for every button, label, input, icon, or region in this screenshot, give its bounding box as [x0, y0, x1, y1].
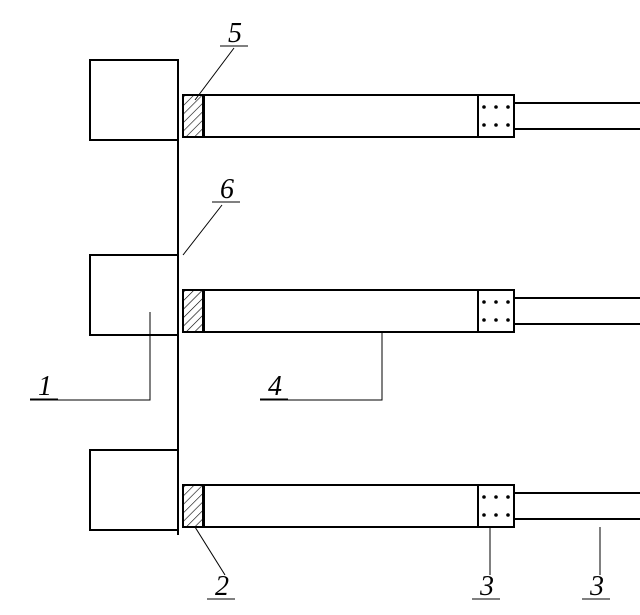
bolt-dot [494, 123, 498, 127]
hatched-joint [183, 95, 203, 137]
bolt-dot [494, 300, 498, 304]
leader-line [195, 527, 225, 575]
beam [204, 95, 514, 137]
callout-label: 6 [220, 174, 234, 205]
callout-label: 3 [479, 571, 494, 602]
bolt-dot [482, 300, 486, 304]
bolt-dot [506, 123, 510, 127]
bolt-dot [482, 123, 486, 127]
bolt-dot [494, 105, 498, 109]
bolt-dot [482, 495, 486, 499]
bolt-dot [494, 513, 498, 517]
hatched-joint [183, 290, 203, 332]
bolt-dot [506, 513, 510, 517]
bolt-dot [506, 105, 510, 109]
beam [204, 485, 514, 527]
callout-label: 3 [589, 571, 604, 602]
column-block [90, 255, 178, 335]
column-block [90, 60, 178, 140]
column-block [90, 450, 178, 530]
callout-label: 1 [38, 371, 52, 402]
bolt-dot [494, 495, 498, 499]
bolt-dot [482, 318, 486, 322]
callout-label: 2 [215, 571, 229, 602]
bolt-dot [482, 513, 486, 517]
leader-line [183, 205, 222, 255]
bolt-dot [506, 318, 510, 322]
beam [204, 290, 514, 332]
bolt-dot [482, 105, 486, 109]
leader-line [195, 48, 234, 100]
bolt-dot [506, 495, 510, 499]
bolt-dot [494, 318, 498, 322]
callout-label: 4 [268, 371, 282, 402]
callout-label: 5 [228, 18, 242, 49]
hatched-joint [183, 485, 203, 527]
bolt-dot [506, 300, 510, 304]
